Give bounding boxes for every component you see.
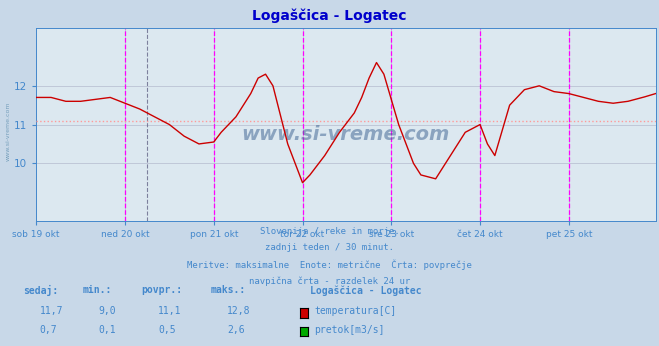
Text: Meritve: maksimalne  Enote: metrične  Črta: povprečje: Meritve: maksimalne Enote: metrične Črta… [187, 260, 472, 270]
Text: navpična črta - razdelek 24 ur: navpična črta - razdelek 24 ur [249, 276, 410, 286]
Text: www.si-vreme.com: www.si-vreme.com [242, 125, 450, 144]
Text: www.si-vreme.com: www.si-vreme.com [5, 102, 11, 161]
Text: temperatura[C]: temperatura[C] [314, 306, 397, 316]
Text: 12,8: 12,8 [227, 306, 251, 316]
Text: 0,1: 0,1 [99, 325, 117, 335]
Text: min.:: min.: [82, 285, 112, 295]
Text: 0,5: 0,5 [158, 325, 176, 335]
Text: 0,7: 0,7 [40, 325, 57, 335]
Text: maks.:: maks.: [211, 285, 246, 295]
Text: zadnji teden / 30 minut.: zadnji teden / 30 minut. [265, 243, 394, 252]
Text: Logaščica - Logatec: Logaščica - Logatec [252, 9, 407, 23]
Text: Slovenija / reke in morje.: Slovenija / reke in morje. [260, 227, 399, 236]
Text: 11,1: 11,1 [158, 306, 182, 316]
Text: 2,6: 2,6 [227, 325, 245, 335]
Text: 11,7: 11,7 [40, 306, 63, 316]
Text: povpr.:: povpr.: [142, 285, 183, 295]
Text: pretok[m3/s]: pretok[m3/s] [314, 325, 385, 335]
Text: 9,0: 9,0 [99, 306, 117, 316]
Text: Logaščica - Logatec: Logaščica - Logatec [310, 285, 421, 296]
Text: sedaj:: sedaj: [23, 285, 58, 297]
